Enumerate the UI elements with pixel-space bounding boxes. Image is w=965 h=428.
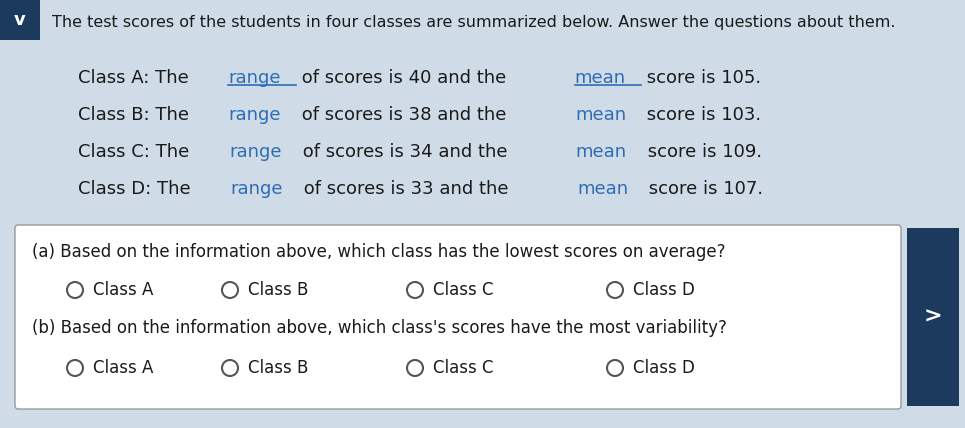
Text: Class D: The: Class D: The [78,180,196,198]
FancyBboxPatch shape [15,225,901,409]
Text: mean: mean [577,180,628,198]
Text: Class B: The: Class B: The [78,106,195,124]
Text: v: v [14,11,26,29]
Text: Class C: Class C [433,281,493,299]
Text: mean: mean [576,143,627,161]
Text: Class C: The: Class C: The [78,143,195,161]
Text: mean: mean [575,106,626,124]
Text: Class D: Class D [633,281,695,299]
Text: score is 105.: score is 105. [641,69,760,87]
Text: >: > [924,307,942,327]
Text: Class A: The: Class A: The [78,69,195,87]
Text: score is 103.: score is 103. [641,106,761,124]
Text: Class B: Class B [248,281,309,299]
Text: range: range [229,69,281,87]
FancyBboxPatch shape [0,0,40,40]
Text: Class A: Class A [93,359,153,377]
Text: Class C: Class C [433,359,493,377]
Text: The test scores of the students in four classes are summarized below. Answer the: The test scores of the students in four … [52,15,896,30]
Text: mean: mean [575,69,626,87]
Text: Class A: Class A [93,281,153,299]
Text: of scores is 40 and the: of scores is 40 and the [296,69,512,87]
Text: range: range [231,180,284,198]
Text: Class B: Class B [248,359,309,377]
Text: Class D: Class D [633,359,695,377]
Text: score is 109.: score is 109. [642,143,761,161]
Text: (b) Based on the information above, which class's scores have the most variabili: (b) Based on the information above, whic… [32,319,727,337]
Text: of scores is 33 and the: of scores is 33 and the [298,180,514,198]
Text: of scores is 38 and the: of scores is 38 and the [296,106,512,124]
Text: range: range [229,106,281,124]
Text: range: range [229,143,282,161]
Text: score is 107.: score is 107. [644,180,763,198]
FancyBboxPatch shape [907,228,959,406]
Text: (a) Based on the information above, which class has the lowest scores on average: (a) Based on the information above, whic… [32,243,726,261]
Text: of scores is 34 and the: of scores is 34 and the [296,143,513,161]
